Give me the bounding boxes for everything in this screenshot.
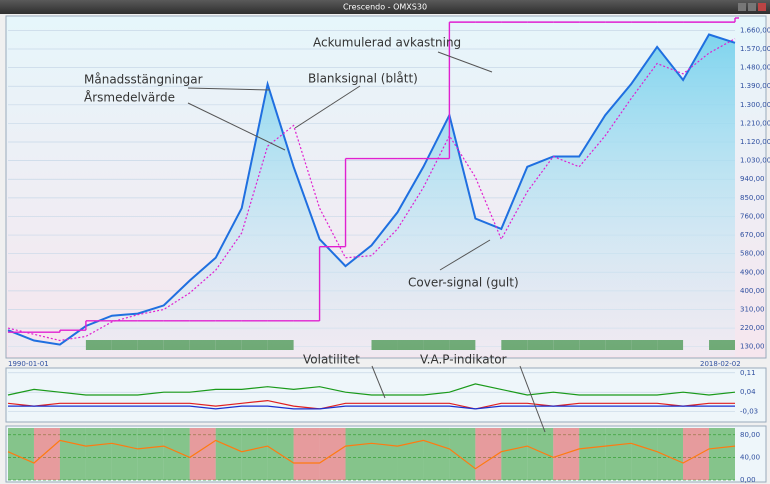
annotation: Årsmedelvärde [84,90,175,105]
y-tick-label: 1.660,00 [740,26,770,34]
y-tick-label: 580,00 [740,250,765,258]
series-line [7,439,736,470]
y-tick-label: 0,04 [740,388,756,396]
state-band [683,428,710,480]
state-band [579,428,606,480]
state-band [553,428,580,480]
state-band [241,428,268,480]
state-band [137,428,164,480]
series-line [7,33,736,346]
x-tick-label: 2018-02-02 [700,360,741,368]
minimize-button[interactable] [738,3,746,11]
state-band [501,428,528,480]
y-tick-label: 490,00 [740,268,765,276]
y-tick-label: 940,00 [740,175,765,183]
annotation: V.A.P-indikator [420,353,507,367]
state-band [293,428,320,480]
state-band [371,428,398,480]
annotation: Volatilitet [303,353,360,367]
series-line [8,405,735,410]
y-tick-label: 1.030,00 [740,157,770,165]
annotation: Månadsstängningar [84,73,203,87]
state-band [189,428,216,480]
y-tick-label: 130,00 [740,343,765,351]
title-bar [0,0,770,14]
state-band [397,428,424,480]
price-area [8,34,735,356]
y-tick-label: 80,00 [740,431,760,439]
annotation: Blanksignal (blått) [308,72,418,86]
state-band [85,428,112,480]
series-line [7,399,735,410]
y-tick-label: 670,00 [740,231,765,239]
y-tick-label: 310,00 [740,305,765,313]
state-band [163,428,190,480]
series-line [7,383,736,396]
state-band [59,428,86,480]
annotation: Ackumulerad avkastning [313,36,461,50]
plots: 1.660,00 1.570,00 1.480,00 1.390,00 1.300,00… [7,17,770,484]
maximize-button[interactable] [748,3,756,11]
state-band [449,428,476,480]
y-tick-label: 760,00 [740,212,765,220]
window-title: Crescendo - OMXS30 [343,3,427,12]
state-band [33,428,60,480]
y-tick-label: 1.570,00 [740,45,770,53]
state-band [423,428,450,480]
y-tick-label: 0,11 [740,369,756,377]
y-tick-label: 0,00 [740,476,756,484]
y-tick-label: 1.480,00 [740,64,770,72]
state-band [631,428,658,480]
y-tick-label: 1.120,00 [740,138,770,146]
y-tick-label: 1.210,00 [740,119,770,127]
y-tick-label: 220,00 [740,324,765,332]
y-tick-label: 1.390,00 [740,82,770,90]
pointer-lines [187,51,546,433]
y-tick-label: 1.300,00 [740,101,770,109]
y-tick-label: 40,00 [740,453,760,461]
state-band [605,428,632,480]
y-tick-label: 850,00 [740,194,765,202]
state-band [709,428,735,480]
x-tick-label: 1990-01-01 [8,360,49,368]
y-tick-label: 400,00 [740,287,765,295]
state-band [111,428,138,480]
y-tick-label: -0,03 [740,408,758,416]
close-button[interactable] [758,3,766,11]
state-band [527,428,554,480]
annotation: Cover-signal (gult) [408,276,519,290]
state-band [215,428,242,480]
state-band [345,428,372,480]
